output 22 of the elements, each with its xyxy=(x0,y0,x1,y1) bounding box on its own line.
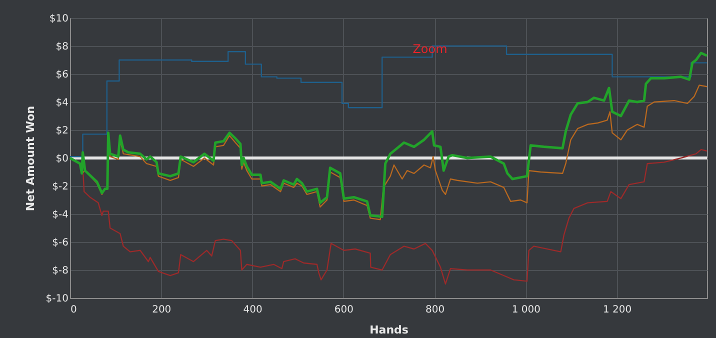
annotation: Zoom xyxy=(412,42,448,56)
y-axis-title: Net Amount Won xyxy=(24,106,37,212)
x-tick-label: 600 xyxy=(334,304,354,316)
line-series xyxy=(68,52,708,218)
x-tick-label: 200 xyxy=(152,304,172,316)
y-tick-label: $-8 xyxy=(52,266,68,276)
y-tick-label: $10 xyxy=(49,14,68,24)
x-tick-label: 800 xyxy=(425,304,445,316)
y-tick-label: $4 xyxy=(56,98,68,108)
x-tick-label: 1 200 xyxy=(602,304,632,316)
y-tick-label: $0 xyxy=(56,154,68,164)
y-tick-label: $-6 xyxy=(52,238,68,248)
y-tick-label: $-2 xyxy=(52,182,68,192)
x-tick-label: 1 000 xyxy=(512,304,540,316)
x-axis-title: Hands xyxy=(370,324,409,336)
x-tick-label: 400 xyxy=(243,304,262,316)
y-tick-label: $6 xyxy=(56,70,68,80)
y-tick-label: $8 xyxy=(56,42,68,52)
y-tick-label: $-4 xyxy=(52,210,68,220)
y-tick-label: $-10 xyxy=(46,294,68,304)
y-tick-label: $2 xyxy=(56,126,68,136)
x-tick-label: 0 xyxy=(70,304,77,316)
